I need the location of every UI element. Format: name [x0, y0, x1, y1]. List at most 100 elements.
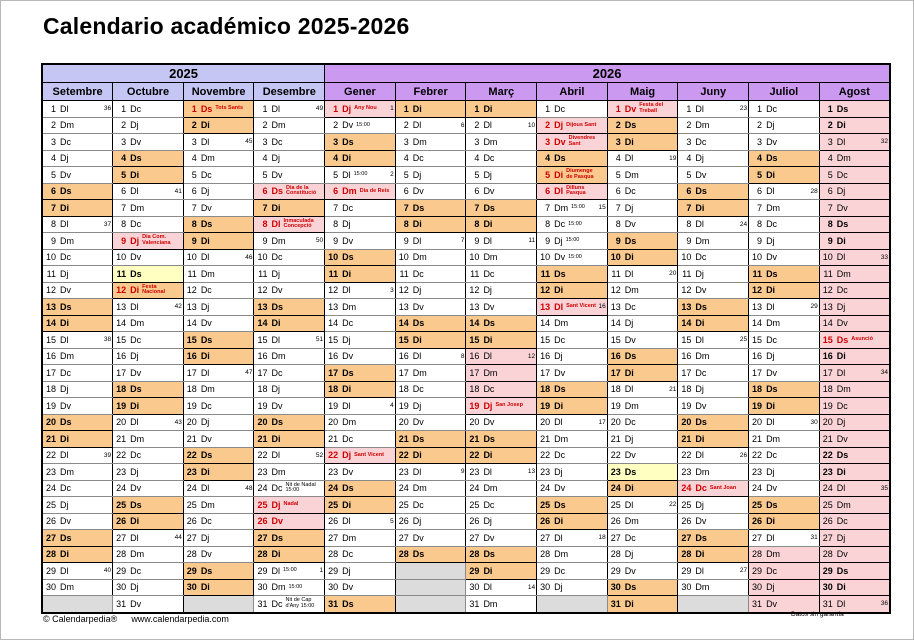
week-number: 21 — [669, 385, 677, 393]
day-cell: 18 Dc — [465, 380, 538, 398]
day-cell: 19 Dv — [253, 397, 326, 415]
day-number: 31 — [328, 598, 339, 609]
day-number: 6 — [50, 186, 56, 197]
weekday-abbrev: Di — [624, 136, 634, 147]
weekday-abbrev: Dv — [412, 301, 424, 312]
day-number: 7 — [403, 202, 409, 213]
weekday-abbrev: Dj — [483, 169, 492, 180]
day-cell: 26 Dc — [182, 512, 255, 530]
day-number: 1 — [474, 103, 480, 114]
day-number: 14 — [186, 318, 197, 329]
weekday-abbrev: Dj — [624, 202, 634, 213]
day-cell: 16 Ds — [606, 347, 679, 365]
day-cell: 15 Dv — [606, 331, 679, 349]
weekday-abbrev: Dm — [624, 169, 639, 180]
day-cell: 7 Di — [677, 199, 750, 217]
day-number: 2 — [474, 120, 480, 131]
day-number: 14 — [45, 318, 56, 329]
weekday-abbrev: Dj — [483, 516, 492, 527]
day-number: 12 — [398, 285, 409, 296]
day-number: 13 — [752, 301, 763, 312]
weekday-abbrev: Dc — [271, 483, 283, 494]
day-cell: 8 Dl 37 — [41, 215, 114, 233]
day-row-11: 11 Dj 11 Ds 11 Dm 11 Dj 11 Di 11 Dc 11 Dc 11 Ds 11 Dl 20 11… — [41, 265, 891, 283]
day-cell: 28 Di — [677, 545, 750, 563]
weekday-abbrev: Dm — [483, 598, 498, 609]
weekday-abbrev: Dv — [624, 103, 637, 114]
weekday-abbrev: Dm — [200, 499, 215, 510]
weekday-abbrev: Dl — [412, 351, 422, 362]
day-number: 13 — [822, 301, 833, 312]
week-number: 50 — [315, 237, 324, 245]
day-number: 9 — [686, 235, 692, 246]
weekday-abbrev: Ds — [412, 202, 425, 213]
day-cell: 17 Dc — [41, 364, 114, 382]
day-cell: 24 Dl 35 — [818, 479, 891, 497]
weekday-abbrev: Dv — [271, 285, 283, 296]
day-cell: 21 Di — [253, 430, 326, 448]
weekday-abbrev: Di — [766, 516, 776, 527]
day-number: 30 — [257, 582, 268, 593]
day-cell: 28 Ds — [394, 545, 467, 563]
day-number: 16 — [752, 351, 763, 362]
weekday-abbrev: Dj — [412, 169, 422, 180]
day-cell: 9 Dm 50 — [253, 232, 326, 250]
weekday-abbrev: Ds — [554, 153, 566, 164]
day-number: 22 — [681, 450, 692, 461]
day-number: 10 — [752, 252, 763, 263]
weekday-abbrev: Dc — [554, 219, 566, 230]
day-cell: 12 Dm — [606, 281, 679, 299]
day-number: 9 — [333, 235, 339, 246]
day-number: 24 — [752, 483, 763, 494]
day-cell: 25 Dj Nadal — [253, 496, 326, 514]
day-number: 16 — [398, 351, 409, 362]
weekday-abbrev: Dm — [60, 120, 74, 131]
week-number: 12 — [527, 352, 536, 360]
weekday-abbrev: Dm — [836, 499, 851, 510]
day-number: 30 — [540, 582, 551, 593]
day-number: 23 — [328, 466, 339, 477]
day-cell: 28 Ds — [465, 545, 538, 563]
weekday-abbrev: Dc — [766, 103, 778, 114]
day-cell: 27 Dv — [465, 529, 538, 547]
day-cell: 20 Ds — [677, 413, 750, 431]
day-number: 17 — [257, 367, 268, 378]
day-row-28: 28 Di 28 Dm 28 Dv 28 Di 28 Dc 28 Ds 28 Ds 28 Dm 28 Dj 28 Di… — [41, 545, 891, 563]
day-cell: 20 Dv — [465, 413, 538, 431]
day-cell: 31 Dl 36 — [818, 595, 891, 613]
weekday-abbrev: Dc — [130, 450, 142, 461]
day-cell: 30 Dj — [112, 578, 184, 596]
day-cell: 24 Dv — [112, 479, 184, 497]
weekday-abbrev: Dj — [695, 268, 704, 279]
day-number: 10 — [186, 252, 197, 263]
day-cell: 18 Ds — [112, 380, 184, 398]
day-number: 27 — [752, 532, 763, 543]
day-number: 23 — [681, 466, 692, 477]
weekday-abbrev: Dc — [342, 549, 354, 560]
weekday-abbrev: Dm — [130, 318, 145, 329]
weekday-abbrev: Dc — [695, 367, 707, 378]
day-cell: 1 Ds — [818, 100, 891, 118]
day-number: 29 — [186, 565, 197, 576]
day-note: Inmaculada Concepció — [283, 217, 314, 230]
day-number: 26 — [116, 516, 127, 527]
day-cell: 22 Dl 26 — [677, 446, 750, 464]
weekday-abbrev: Di — [271, 318, 281, 329]
day-cell: 23 Dm — [253, 463, 326, 481]
weekday-abbrev: Dm — [554, 549, 569, 560]
weekday-abbrev: Dc — [483, 384, 495, 395]
weekday-abbrev: Dm — [695, 351, 710, 362]
weekday-abbrev: Di — [271, 433, 281, 444]
day-cell: 3 Dm — [465, 133, 538, 151]
weekday-abbrev: Ds — [624, 351, 637, 362]
day-number: 7 — [686, 202, 692, 213]
day-cell: 4 Dj — [677, 149, 750, 167]
weekday-abbrev: Di — [483, 450, 493, 461]
week-number: 19 — [669, 154, 677, 162]
day-number: 1 — [403, 103, 409, 114]
day-number: 5 — [262, 169, 268, 180]
month-header-row: Setembre Octubre Novembre Desembre Gener Febr… — [41, 82, 891, 101]
weekday-abbrev: Dl — [342, 516, 351, 527]
day-number: 21 — [116, 433, 127, 444]
day-cell: 19 Dv — [677, 397, 750, 415]
